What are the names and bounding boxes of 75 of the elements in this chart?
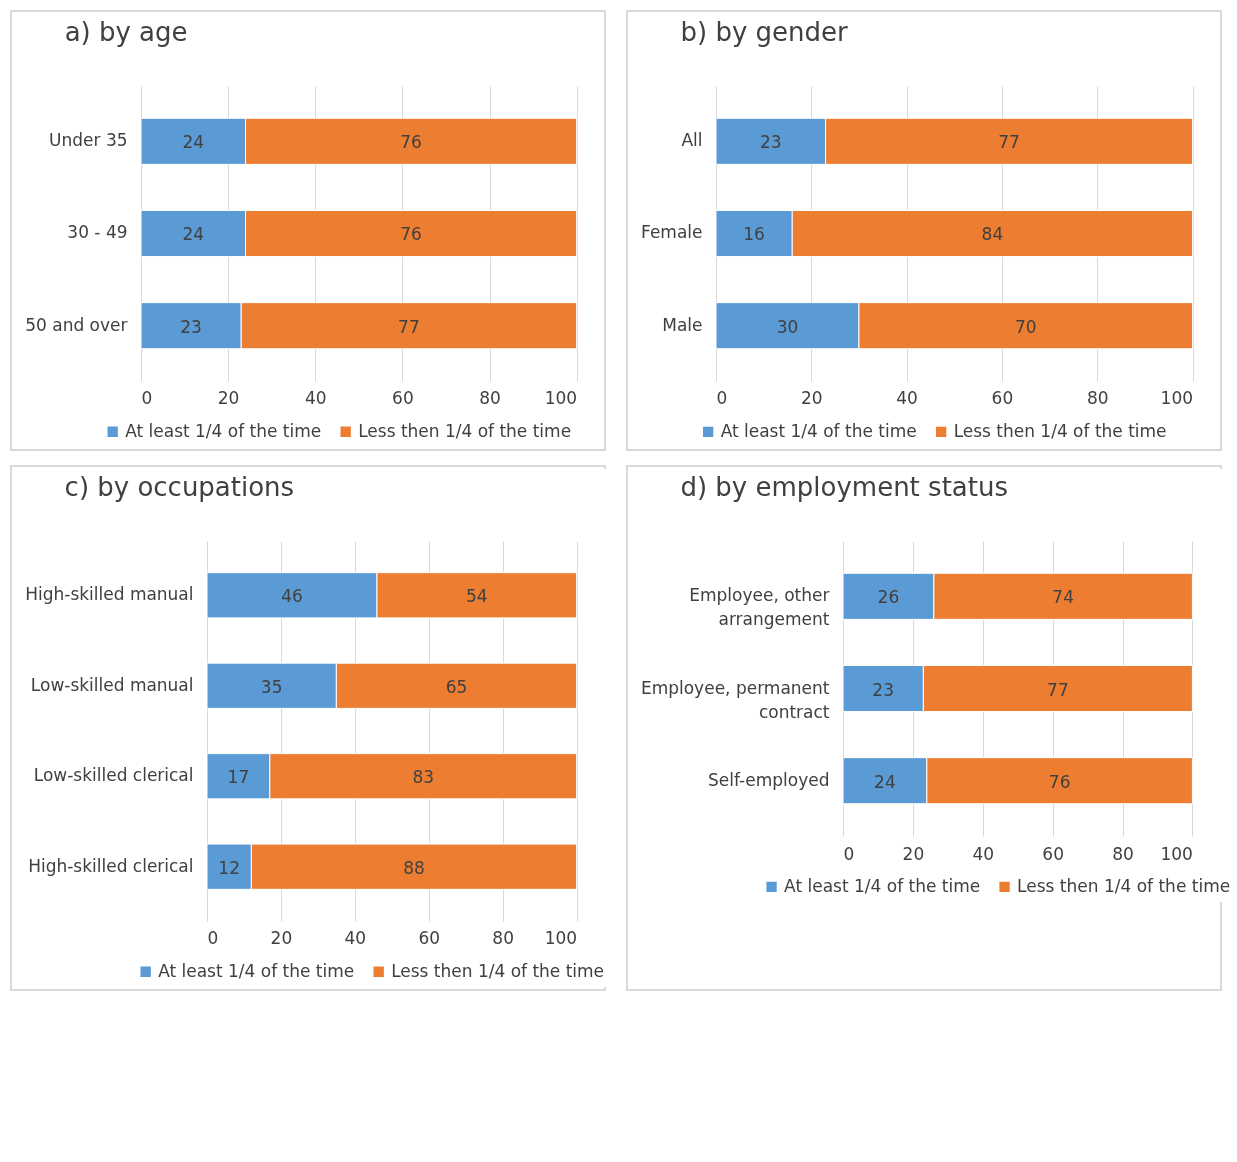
x-tick-label: 100 xyxy=(544,928,578,949)
x-tick-label: 20 xyxy=(800,388,823,409)
y-tick-label: Low-skilled manual xyxy=(30,674,194,695)
data-label: 24 xyxy=(182,132,205,153)
x-tick-label: 0 xyxy=(716,388,728,409)
x-tick-label: 20 xyxy=(217,388,240,409)
legend-label: At least 1/4 of the time xyxy=(784,875,981,896)
data-label: 12 xyxy=(218,857,240,878)
data-label: 88 xyxy=(403,857,425,878)
chart-title: a) by age xyxy=(64,17,188,47)
x-tick-label: 0 xyxy=(141,388,153,409)
data-label: 23 xyxy=(180,316,202,337)
y-tick-label: Employee, other arrangement xyxy=(689,585,830,630)
y-tick-label: All xyxy=(681,130,703,151)
legend-label: At least 1/4 of the time xyxy=(125,420,322,441)
chart-title: d) by employment status xyxy=(680,472,1008,502)
x-tick-label: 60 xyxy=(392,388,414,409)
x-tick-label: 100 xyxy=(544,388,578,409)
x-tick-label: 100 xyxy=(1160,388,1194,409)
data-label: 77 xyxy=(398,316,420,337)
legend-label: At least 1/4 of the time xyxy=(158,960,355,981)
y-tick-label: 50 and over xyxy=(25,314,128,335)
x-tick-label: 20 xyxy=(902,843,925,864)
legend-label: Less then 1/4 of the time xyxy=(953,420,1167,441)
data-label: 26 xyxy=(877,587,900,608)
x-tick-label: 80 xyxy=(479,388,501,409)
legend-label: Less then 1/4 of the time xyxy=(391,960,605,981)
y-tick-label: High-skilled clerical xyxy=(28,855,194,876)
data-label: 76 xyxy=(400,224,422,245)
y-tick-label: Low-skilled clerical xyxy=(33,765,194,786)
data-label: 84 xyxy=(981,224,1004,245)
data-label: 24 xyxy=(874,771,896,792)
x-tick-label: 40 xyxy=(304,388,327,409)
legend-label: At least 1/4 of the time xyxy=(720,420,917,441)
data-label: 76 xyxy=(1048,771,1071,792)
data-label: 17 xyxy=(227,767,250,788)
data-label: 46 xyxy=(281,586,303,607)
data-label: 65 xyxy=(445,676,468,697)
data-label: 77 xyxy=(998,132,1020,153)
data-label: 77 xyxy=(1047,679,1069,700)
data-label: 83 xyxy=(412,767,435,788)
x-tick-label: 40 xyxy=(972,843,995,864)
data-label: 23 xyxy=(759,132,782,153)
y-tick-label: Employee, permanent contract xyxy=(640,677,830,722)
x-tick-label: 100 xyxy=(1160,843,1193,864)
data-label: 74 xyxy=(1052,587,1074,608)
legend-label: Less then 1/4 of the time xyxy=(1017,875,1231,896)
data-label: 70 xyxy=(1014,316,1037,337)
x-tick-label: 60 xyxy=(1042,843,1064,864)
data-label: 54 xyxy=(465,586,488,607)
data-label: 16 xyxy=(743,224,765,245)
x-tick-label: 60 xyxy=(991,388,1014,409)
y-tick-label: Female xyxy=(641,222,703,243)
x-tick-label: 40 xyxy=(344,928,367,949)
data-label: 24 xyxy=(182,224,205,245)
y-tick-label: 30 - 49 xyxy=(67,222,128,243)
x-tick-label: 0 xyxy=(843,843,855,864)
y-tick-label: High-skilled manual xyxy=(25,584,194,605)
data-label: 35 xyxy=(260,676,283,697)
y-tick-label: Male xyxy=(662,314,703,335)
chart-title: c) by occupations xyxy=(64,472,295,502)
x-tick-label: 40 xyxy=(896,388,918,409)
x-tick-label: 80 xyxy=(1112,843,1134,864)
data-label: 30 xyxy=(776,316,799,337)
chart-title: b) by gender xyxy=(680,17,848,47)
x-tick-label: 60 xyxy=(418,928,441,949)
y-tick-label: Self-employed xyxy=(708,769,830,790)
x-tick-label: 80 xyxy=(1086,388,1109,409)
data-label: 23 xyxy=(872,679,894,700)
x-tick-label: 0 xyxy=(207,928,219,949)
x-tick-label: 80 xyxy=(492,928,514,949)
data-label: 76 xyxy=(400,132,422,153)
legend-label: Less then 1/4 of the time xyxy=(358,420,572,441)
y-tick-label: Under 35 xyxy=(49,130,128,151)
x-tick-label: 20 xyxy=(270,928,293,949)
